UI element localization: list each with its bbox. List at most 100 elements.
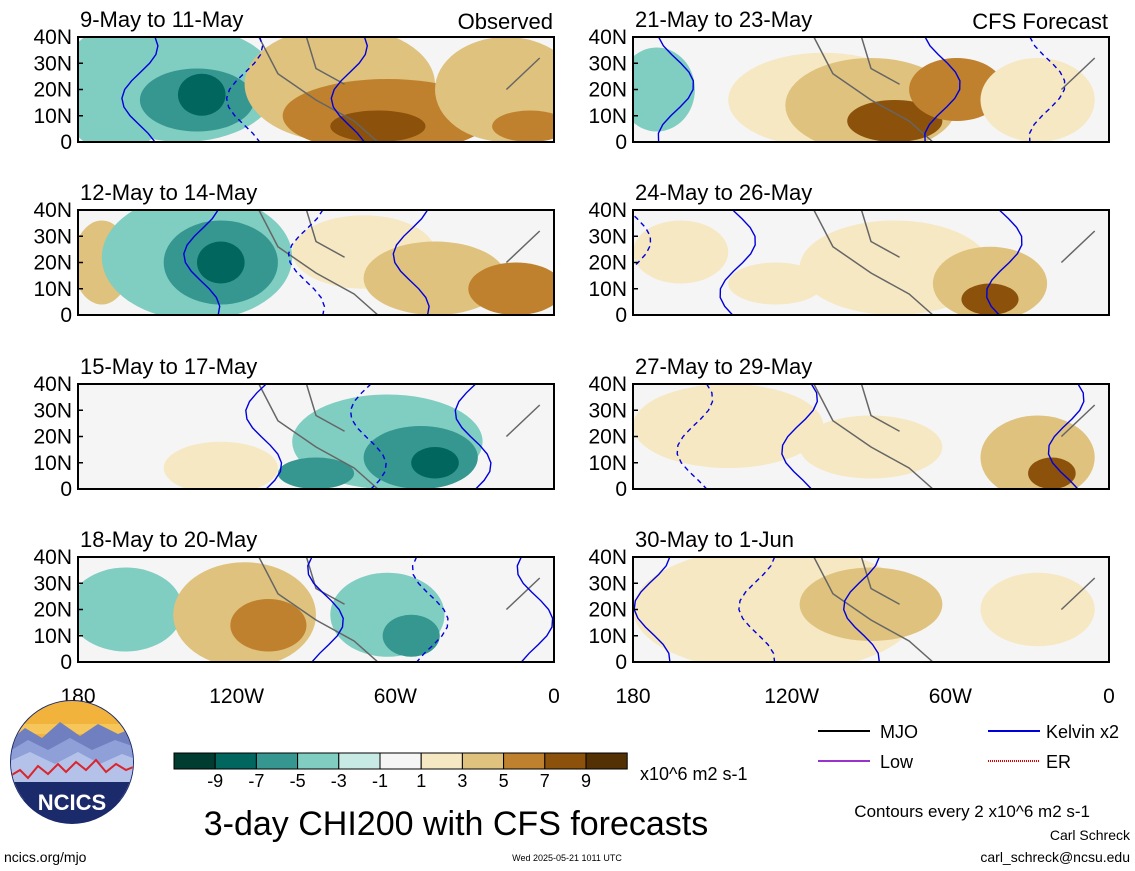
y-tick-label: 20N xyxy=(588,252,627,275)
colorbar-tick-label: -9 xyxy=(207,771,223,791)
kelvin-contour xyxy=(1028,37,1066,142)
chart-title: 3-day CHI200 with CFS forecasts xyxy=(204,805,709,843)
site-url[interactable]: ncics.org/mjo xyxy=(4,849,87,865)
y-tick-label: 20N xyxy=(33,599,72,622)
colorbar-swatch xyxy=(297,752,340,770)
y-tick-label: 30N xyxy=(33,572,72,595)
anomaly-region xyxy=(847,100,943,142)
anomaly-region xyxy=(411,447,459,479)
kelvin-contour xyxy=(225,37,264,142)
colorbar-tick-label: -7 xyxy=(248,771,264,791)
y-tick-label: 20N xyxy=(588,79,627,102)
y-tick-label: 0 xyxy=(615,651,627,674)
anomaly-region xyxy=(1028,457,1076,489)
colorbar-tick-label: 9 xyxy=(581,771,591,791)
y-tick-label: 20N xyxy=(588,426,627,449)
colorbar-swatch xyxy=(379,752,422,770)
observed-label: Observed xyxy=(458,9,553,34)
colorbar-swatch xyxy=(503,752,546,770)
y-tick-label: 0 xyxy=(60,131,72,154)
panel-title-1: 9-May to 11-May xyxy=(80,7,243,32)
anomaly-region xyxy=(633,47,695,132)
kelvin-contour xyxy=(287,210,326,315)
colorbar-tick-label: 3 xyxy=(457,771,467,791)
map-panel-8: 30-May to 1-Jun xyxy=(632,527,1110,663)
y-tick-label: 0 xyxy=(615,304,627,327)
anomaly-region xyxy=(230,599,307,652)
y-tick-label: 30N xyxy=(588,225,627,248)
x-tick-label: 0 xyxy=(548,685,560,708)
anomaly-region xyxy=(163,441,278,489)
colorbar-swatch xyxy=(255,752,299,770)
anomaly-region xyxy=(330,110,426,142)
map-panel-1: 9-May to 11-May xyxy=(77,7,555,143)
kelvin-contour xyxy=(392,210,430,315)
colorbar-swatch xyxy=(420,752,463,770)
y-tick-label: 30N xyxy=(588,572,627,595)
anomaly-region xyxy=(980,572,1095,647)
axis-labels: 40N 30N 20N 10N 0 40N 30N 20N 10N 0 40N 30N 20N 10N 0 4… xyxy=(33,26,1114,708)
anomaly-region xyxy=(468,262,554,315)
coastline xyxy=(258,37,541,142)
kelvin-contour xyxy=(781,384,819,489)
y-tick-label: 10N xyxy=(588,105,627,128)
y-tick-label: 20N xyxy=(33,252,72,275)
colorbar-swatch xyxy=(214,752,257,770)
kelvin-contour xyxy=(183,210,221,315)
map-panel-2: 12-May to 14-May xyxy=(77,180,555,316)
y-tick-label: 40N xyxy=(588,373,627,396)
y-tick-label: 30N xyxy=(33,225,72,248)
y-tick-label: 20N xyxy=(33,79,72,102)
y-tick-label: 0 xyxy=(615,131,627,154)
kelvin-contour xyxy=(349,384,387,489)
author-name: Carl Schreck xyxy=(1050,827,1131,843)
y-tick-label: 40N xyxy=(33,373,72,396)
anomaly-region xyxy=(909,58,1005,121)
anomaly-region xyxy=(932,246,1048,315)
x-tick-label: 120W xyxy=(209,685,264,708)
anomaly-region xyxy=(728,262,824,305)
colorbar-swatch xyxy=(173,752,216,770)
kelvin-contour xyxy=(1047,384,1085,489)
colorbar-swatch xyxy=(585,752,628,770)
kelvin-contour xyxy=(516,557,554,662)
colorbar-tick-label: 7 xyxy=(540,771,550,791)
panel-title-2: 12-May to 14-May xyxy=(80,180,257,205)
kelvin-contour xyxy=(738,557,776,662)
panel-title-3: 15-May to 17-May xyxy=(80,354,257,379)
contour-note: Contours every 2 x10^6 m2 s-1 xyxy=(854,802,1090,821)
anomaly-region xyxy=(277,457,355,489)
kelvin-contour xyxy=(411,557,449,662)
map-panel-5: 21-May to 23-May xyxy=(632,7,1110,143)
coastline xyxy=(258,384,541,489)
y-tick-label: 40N xyxy=(588,26,627,49)
anomaly-region xyxy=(78,567,183,652)
x-tick-label: 60W xyxy=(929,685,972,708)
panel-title-8: 30-May to 1-Jun xyxy=(635,527,794,552)
kelvin-contour xyxy=(633,213,652,269)
colorbar: -9 -7 -5 -3 -1 1 3 5 7 9 xyxy=(173,752,628,791)
y-tick-label: 30N xyxy=(588,52,627,75)
anomaly-region xyxy=(980,415,1095,489)
map-panel-7: 27-May to 29-May xyxy=(632,354,1110,490)
panel-title-7: 27-May to 29-May xyxy=(635,354,812,379)
kelvin-contour xyxy=(842,557,880,662)
y-tick-label: 40N xyxy=(33,199,72,222)
colorbar-unit: x10^6 m2 s-1 xyxy=(640,764,748,784)
author-email: carl_schreck@ncsu.edu xyxy=(980,849,1130,865)
colorbar-swatch xyxy=(338,752,381,770)
y-tick-label: 10N xyxy=(33,452,72,475)
y-tick-label: 10N xyxy=(33,105,72,128)
anomaly-region xyxy=(633,220,729,284)
legend-label-kelvin: Kelvin x2 xyxy=(1046,722,1119,742)
colorbar-tick-label: 5 xyxy=(499,771,509,791)
svg-text:NCICS: NCICS xyxy=(38,790,106,815)
x-tick-label: 180 xyxy=(615,685,650,708)
y-tick-label: 40N xyxy=(33,26,72,49)
kelvin-contour xyxy=(454,384,492,489)
kelvin-contour xyxy=(121,37,159,142)
anomaly-region xyxy=(492,110,554,142)
kelvin-contour xyxy=(924,37,961,142)
y-tick-label: 10N xyxy=(588,452,627,475)
y-tick-label: 10N xyxy=(588,625,627,648)
